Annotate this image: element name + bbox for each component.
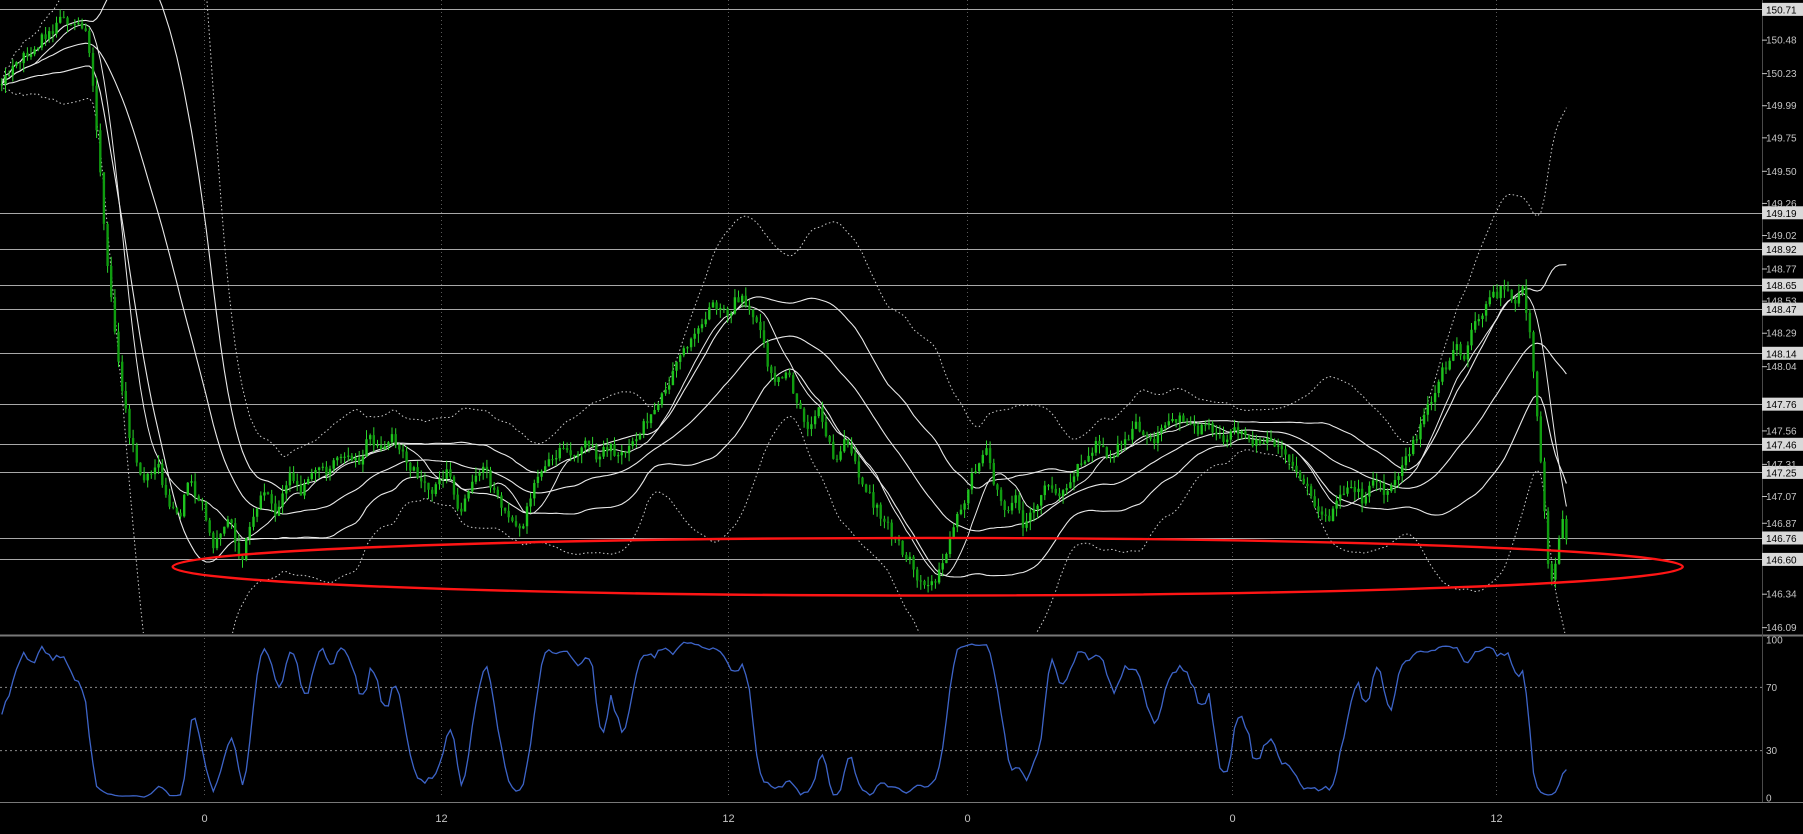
price-level-tag (1762, 278, 1803, 292)
support-zone-ellipse[interactable] (171, 536, 1684, 597)
price-level-tag (1762, 206, 1803, 220)
fast-moving-average-line (1, 24, 1567, 576)
highlight-ellipse-annotation[interactable] (171, 536, 1684, 597)
time-axis-label: 12 (1490, 813, 1502, 825)
price-level-tag (1762, 552, 1803, 566)
price-level-tag (1762, 465, 1803, 479)
oscillator-tick-label: 70 (1766, 683, 1778, 694)
oscillator-tick-label: 100 (1766, 636, 1783, 647)
price-tick-label: 147.56 (1766, 426, 1797, 437)
oscillator-panel (0, 641, 1762, 798)
price-tick-label: 148.04 (1766, 362, 1797, 373)
price-level-tag (1762, 302, 1803, 316)
candlestick-series (0, 9, 1568, 593)
price-level-tag-label: 148.65 (1766, 281, 1797, 292)
price-level-tag (1762, 531, 1803, 545)
price-level-tag-label: 146.60 (1766, 555, 1797, 566)
price-axis[interactable]: 150.71 149.19 148.92 148.65 148.47 148.14 147.… (1762, 2, 1803, 634)
price-level-tag (1762, 437, 1803, 451)
price-tick-label: 150.23 (1766, 69, 1797, 80)
day-separator-grid (204, 0, 1497, 798)
price-level-tag-label: 146.76 (1766, 534, 1797, 545)
price-tick-label: 149.75 (1766, 133, 1797, 144)
price-tick-label: 147.07 (1766, 492, 1797, 503)
price-tick-label: 146.09 (1766, 623, 1797, 634)
outer-upper-band-line (1, 0, 1567, 457)
price-tick-label: 149.99 (1766, 101, 1797, 112)
inner-upper-band-line (1, 0, 1567, 491)
price-tick-label: 146.34 (1766, 590, 1797, 601)
price-tick-label: 148.53 (1766, 297, 1797, 308)
price-tick-label: 150.48 (1766, 36, 1797, 47)
moving-average-band-indicator (1, 0, 1567, 633)
price-tick-label: 148.77 (1766, 264, 1797, 275)
price-level-tag-label: 150.71 (1766, 5, 1797, 16)
oscillator-tick-label: 30 (1766, 746, 1778, 757)
time-axis-label: 0 (201, 813, 207, 825)
price-level-tag (1762, 346, 1803, 360)
price-tick-label: 146.87 (1766, 519, 1797, 530)
inner-lower-band-line (1, 65, 1567, 578)
time-axis-label: 12 (435, 813, 447, 825)
price-level-tag (1762, 2, 1803, 16)
price-tick-label: 149.26 (1766, 199, 1797, 210)
oscillator-tick-label: 0 (1766, 794, 1772, 805)
price-level-tag (1762, 397, 1803, 411)
price-level-tag-label: 147.25 (1766, 468, 1797, 479)
price-level-tag-label: 148.92 (1766, 245, 1797, 256)
price-tick-label: 149.02 (1766, 231, 1797, 242)
oscillator-line (1, 641, 1567, 798)
price-tick-label: 148.29 (1766, 329, 1797, 340)
price-level-tag (1762, 242, 1803, 256)
time-axis-label: 0 (1229, 813, 1235, 825)
slow-moving-average-line (1, 42, 1567, 532)
price-tick-label: 147.31 (1766, 460, 1797, 471)
price-tick-label: 149.50 (1766, 167, 1797, 178)
price-level-tag-label: 147.46 (1766, 440, 1797, 451)
time-axis[interactable]: 0 12 12 0 0 12 (201, 813, 1502, 825)
price-level-tag-label: 148.14 (1766, 349, 1797, 360)
price-level-tag-label: 149.19 (1766, 209, 1797, 220)
time-axis-label: 12 (722, 813, 734, 825)
time-axis-label: 0 (964, 813, 970, 825)
outer-lower-band-line (1, 83, 1566, 633)
oscillator-axis: 100 70 30 0 (1766, 636, 1783, 805)
price-level-tag-label: 147.76 (1766, 400, 1797, 411)
price-level-tag-label: 148.47 (1766, 305, 1797, 316)
